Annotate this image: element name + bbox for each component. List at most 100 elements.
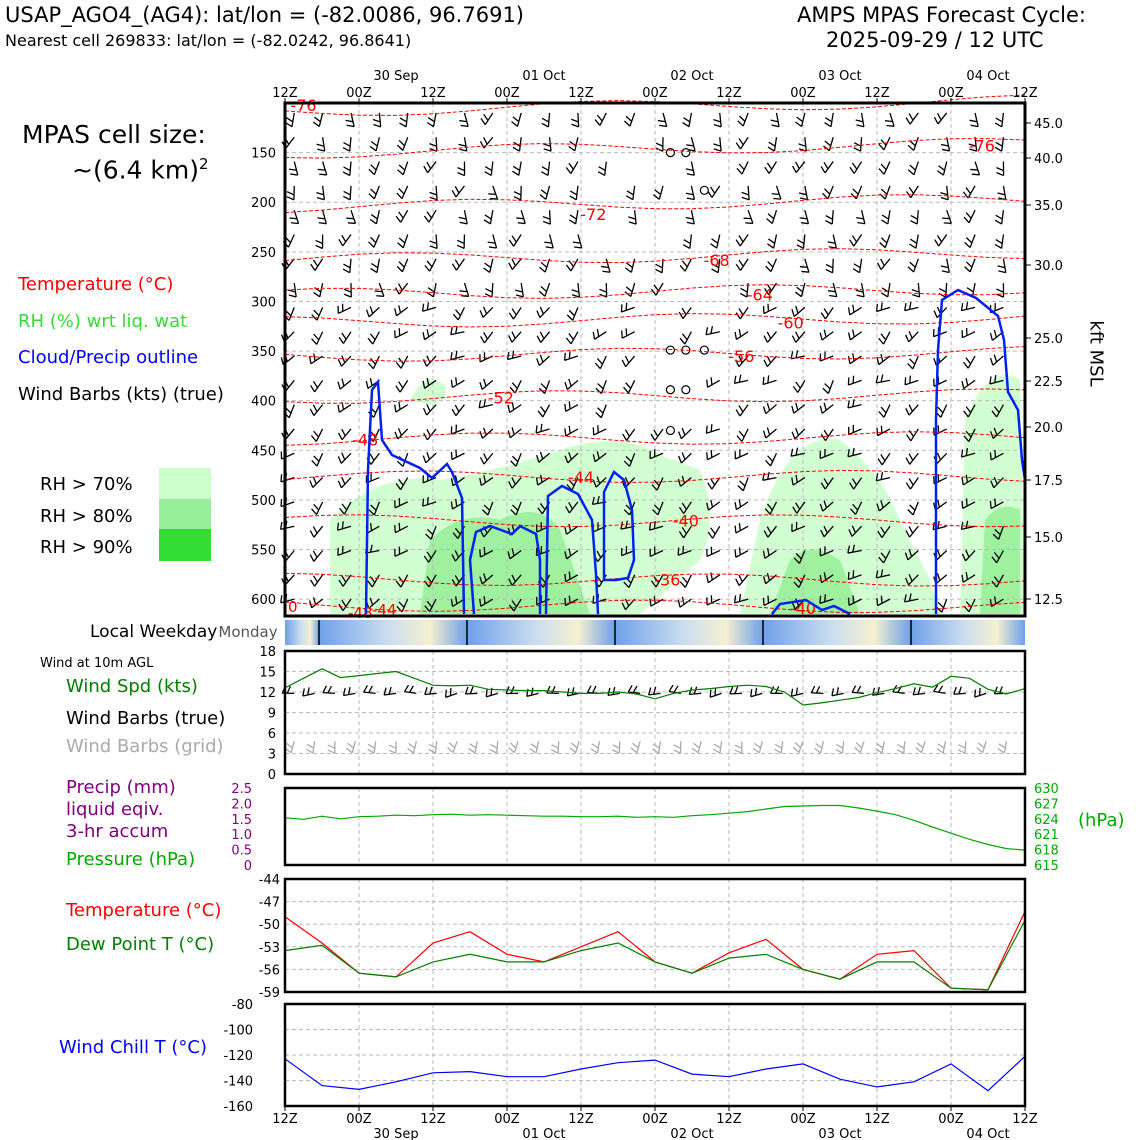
wind-barb (957, 741, 967, 754)
wind-barb (962, 185, 976, 199)
wind-barb (994, 234, 1005, 249)
time-tick-label: 12Z (272, 1112, 298, 1127)
pressure-tick-label: 400 (251, 395, 276, 410)
kft-tick-label: 45.0 (1034, 117, 1063, 132)
weekday-label-item: Monday (218, 623, 278, 641)
wind-barb (810, 685, 824, 695)
wind-barb (508, 234, 522, 247)
temperature-contour (284, 431, 1026, 446)
wind-barb (337, 476, 352, 489)
wind-barb (342, 258, 352, 274)
time-tick-label: 00Z (790, 86, 816, 101)
wind-barb (705, 326, 720, 336)
wind-barb (713, 137, 722, 152)
wind-barb (403, 684, 417, 695)
wind-barb (286, 185, 295, 201)
wind-barb (819, 449, 834, 460)
wind-barb (970, 161, 981, 176)
pressure-line (284, 804, 1026, 851)
wind-barb (537, 404, 551, 418)
wind-barb (679, 258, 692, 272)
wind-barb (878, 404, 891, 418)
wind-barb (513, 185, 522, 201)
time-tick-label: 12Z (864, 1112, 890, 1127)
wind-barb (338, 574, 352, 587)
wind-barb (507, 427, 522, 439)
wind-barb (317, 161, 328, 176)
wind-tick-label: 0 (268, 768, 276, 783)
wind-barb (309, 550, 324, 562)
temperature-label: Temperature (°C) (66, 900, 222, 921)
wind-barb (961, 571, 976, 583)
weekday-segment (763, 620, 911, 645)
wind-barb (630, 741, 641, 754)
temperature-contour-label: -52 (488, 389, 514, 408)
wind-barb (709, 687, 722, 698)
wind-barb (996, 161, 1005, 177)
wind-barb (847, 399, 862, 409)
wind-barb (853, 137, 863, 152)
wind-barb (620, 302, 635, 313)
wind-barb (798, 185, 809, 201)
chill-tick-label: -100 (223, 1024, 253, 1039)
legend-item: RH (%) wrt liq. wat (18, 310, 188, 332)
wind-barb (851, 685, 865, 695)
wind-barb (936, 741, 947, 754)
kft-tick-label: 15.0 (1034, 531, 1063, 546)
date-label: 01 Oct (522, 69, 565, 84)
calm-circle (665, 148, 676, 158)
precip-tick-label: 0 (244, 859, 252, 874)
wind-barb (770, 112, 780, 128)
wind-barb (651, 477, 664, 491)
wind-barb (960, 301, 976, 312)
wind-barb (395, 477, 409, 491)
wind-barb (394, 305, 409, 317)
wind-barb (338, 234, 352, 247)
wind-barb (507, 548, 522, 560)
temperature-contour-label: -40 (673, 512, 699, 531)
wind-barb (322, 685, 335, 695)
precip-tick-label: 1.5 (231, 813, 252, 828)
wind-barb (915, 740, 926, 754)
temperature-contour (284, 388, 1026, 404)
pressure-tick-label: 150 (251, 147, 276, 162)
wind-barb (762, 573, 777, 585)
wind-barb (337, 428, 352, 441)
wind-barb (544, 234, 554, 249)
wind-barb (445, 688, 458, 698)
wind-barb (905, 331, 919, 343)
wind-barb (763, 355, 777, 368)
wind-barb (798, 137, 807, 152)
time-tick-label: 00Z (346, 86, 372, 101)
wind-barb (855, 112, 865, 128)
wind-barb (311, 331, 324, 345)
date-label: 30 Sep (373, 69, 418, 84)
wind-barb (337, 545, 352, 556)
wind-barb (904, 549, 919, 561)
wind-barb (685, 185, 696, 201)
wind-barb (468, 741, 479, 754)
wind-barb (508, 477, 522, 489)
wind-tick-label: 3 (268, 748, 276, 763)
wind-barb (905, 404, 919, 416)
precip-label-2: liquid eqiv. (66, 799, 164, 820)
date-label: 30 Sep (373, 1127, 418, 1140)
wind-barb (847, 570, 862, 581)
kft-tick-label: 30.0 (1034, 259, 1063, 274)
wind-barb (395, 209, 409, 223)
wind-barb (657, 112, 668, 128)
wind-barb (395, 355, 409, 369)
wind-barb (538, 282, 551, 297)
date-label: 02 Oct (670, 1127, 713, 1140)
wind-barb (649, 449, 664, 460)
calm-circle (699, 345, 709, 355)
cell-size-exponent: 2 (199, 155, 209, 173)
wind-barb (597, 161, 607, 177)
wind-barb (650, 574, 664, 588)
wind-barb (989, 449, 1004, 461)
wind-barb (508, 331, 522, 343)
wind-barb (607, 686, 620, 697)
wind-barb (875, 741, 886, 754)
wind-barb (478, 399, 493, 409)
wind-barb (484, 161, 494, 177)
